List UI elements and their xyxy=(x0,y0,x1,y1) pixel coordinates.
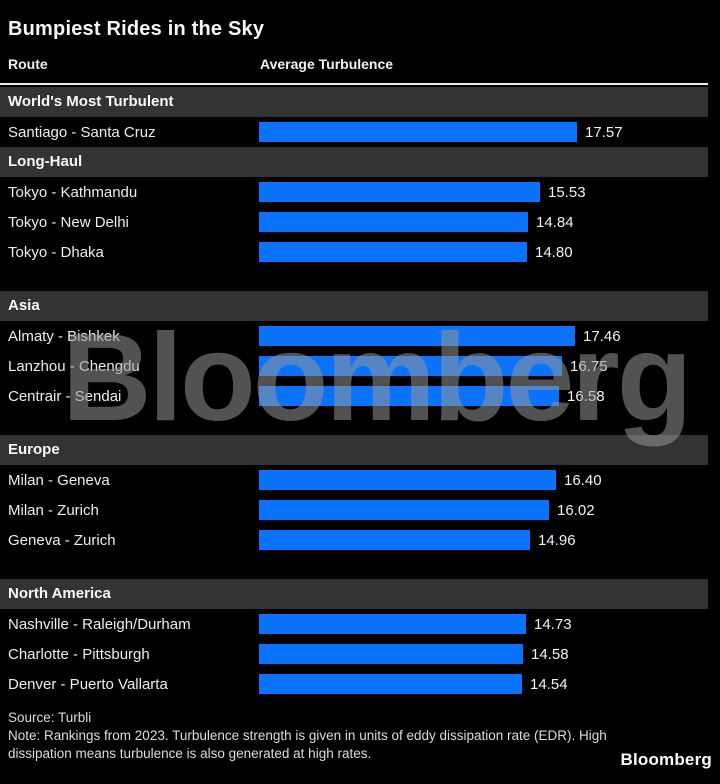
table-row: Nashville - Raleigh/Durham 14.73 xyxy=(0,609,720,639)
turbulence-bar xyxy=(259,674,522,694)
turbulence-bar xyxy=(259,500,549,520)
value-label: 14.54 xyxy=(530,675,568,693)
column-header-average-turbulence: Average Turbulence xyxy=(260,56,394,72)
route-label: Tokyo - Kathmandu xyxy=(8,183,138,201)
bloomberg-logo: Bloomberg xyxy=(620,750,712,769)
chart-section-group: Long-Haul Tokyo - Kathmandu 15.53 Tokyo - N… xyxy=(0,147,720,267)
chart-body: World's Most Turbulent Santiago - Santa C… xyxy=(0,87,720,699)
table-row: Charlotte - Pittsburgh 14.58 xyxy=(0,639,720,669)
bar-area: 15.53 xyxy=(259,177,586,207)
route-label: Almaty - Bishkek xyxy=(8,327,120,345)
value-label: 15.53 xyxy=(548,183,586,201)
table-row: Tokyo - New Delhi 14.84 xyxy=(0,207,720,237)
table-row: Denver - Puerto Vallarta 14.54 xyxy=(0,669,720,699)
section-header: Long-Haul xyxy=(0,147,708,177)
turbulence-bar xyxy=(259,182,540,202)
value-label: 14.58 xyxy=(531,645,569,663)
column-headers: Route Average Turbulence xyxy=(0,56,720,76)
turbulence-bar xyxy=(259,212,528,232)
section-header: World's Most Turbulent xyxy=(0,87,708,117)
value-label: 16.40 xyxy=(564,471,602,489)
route-label: Charlotte - Pittsburgh xyxy=(8,645,150,663)
route-label: Nashville - Raleigh/Durham xyxy=(8,615,191,633)
bar-area: 16.75 xyxy=(259,351,608,381)
table-row: Tokyo - Kathmandu 15.53 xyxy=(0,177,720,207)
value-label: 16.58 xyxy=(567,387,605,405)
route-label: Tokyo - New Delhi xyxy=(8,213,129,231)
section-header: Asia xyxy=(0,291,708,321)
bar-area: 16.02 xyxy=(259,495,595,525)
turbulence-bar xyxy=(259,122,577,142)
route-label: Milan - Geneva xyxy=(8,471,110,489)
turbulence-bar xyxy=(259,644,523,664)
value-label: 17.57 xyxy=(585,123,623,141)
chart-section-group: Europe Milan - Geneva 16.40 Milan - Zurich 1… xyxy=(0,435,720,555)
chart-section-group: North America Nashville - Raleigh/Durham 1… xyxy=(0,579,720,699)
chart-section-group: World's Most Turbulent Santiago - Santa C… xyxy=(0,87,720,147)
bar-area: 16.40 xyxy=(259,465,602,495)
section-header: Europe xyxy=(0,435,708,465)
route-label: Denver - Puerto Vallarta xyxy=(8,675,168,693)
route-label: Santiago - Santa Cruz xyxy=(8,123,156,141)
table-row: Tokyo - Dhaka 14.80 xyxy=(0,237,720,267)
bar-area: 14.96 xyxy=(259,525,576,555)
table-row: Almaty - Bishkek 17.46 xyxy=(0,321,720,351)
turbulence-bar xyxy=(259,356,562,376)
chart-footer: Source: Turbli Note: Rankings from 2023.… xyxy=(0,709,720,763)
turbulence-bar xyxy=(259,614,526,634)
table-row: Milan - Geneva 16.40 xyxy=(0,465,720,495)
table-row: Centrair - Sendai 16.58 xyxy=(0,381,720,411)
chart-title: Bumpiest Rides in the Sky xyxy=(8,18,265,40)
turbulence-bar xyxy=(259,326,575,346)
bar-area: 17.57 xyxy=(259,117,623,147)
header-divider xyxy=(0,83,708,85)
table-row: Geneva - Zurich 14.96 xyxy=(0,525,720,555)
table-row: Lanzhou - Chengdu 16.75 xyxy=(0,351,720,381)
bar-area: 14.84 xyxy=(259,207,574,237)
turbulence-bar xyxy=(259,470,556,490)
value-label: 16.75 xyxy=(570,357,608,375)
bar-area: 17.46 xyxy=(259,321,621,351)
table-row: Milan - Zurich 16.02 xyxy=(0,495,720,525)
value-label: 14.73 xyxy=(534,615,572,633)
bar-area: 14.73 xyxy=(259,609,572,639)
column-header-route: Route xyxy=(8,56,48,72)
route-label: Centrair - Sendai xyxy=(8,387,122,405)
value-label: 14.80 xyxy=(535,243,573,261)
value-label: 14.84 xyxy=(536,213,574,231)
turbulence-bar xyxy=(259,386,559,406)
bar-area: 16.58 xyxy=(259,381,605,411)
turbulence-bar xyxy=(259,530,530,550)
turbulence-bar xyxy=(259,242,527,262)
value-label: 16.02 xyxy=(557,501,595,519)
route-label: Lanzhou - Chengdu xyxy=(8,357,140,375)
route-label: Milan - Zurich xyxy=(8,501,99,519)
section-header: North America xyxy=(0,579,708,609)
table-row: Santiago - Santa Cruz 17.57 xyxy=(0,117,720,147)
bar-area: 14.54 xyxy=(259,669,568,699)
bar-area: 14.80 xyxy=(259,237,573,267)
route-label: Geneva - Zurich xyxy=(8,531,116,549)
route-label: Tokyo - Dhaka xyxy=(8,243,104,261)
bar-area: 14.58 xyxy=(259,639,569,669)
value-label: 14.96 xyxy=(538,531,576,549)
source-text: Source: Turbli xyxy=(8,710,92,725)
chart-section-group: Asia Almaty - Bishkek 17.46 Lanzhou - Cheng… xyxy=(0,291,720,411)
value-label: 17.46 xyxy=(583,327,621,345)
note-text: Note: Rankings from 2023. Turbulence str… xyxy=(8,728,607,761)
